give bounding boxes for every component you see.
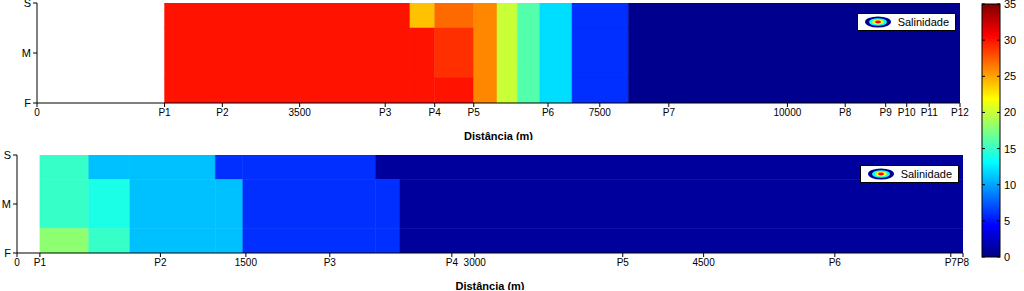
svg-text:3000: 3000 bbox=[464, 257, 487, 268]
svg-text:S: S bbox=[24, 0, 31, 9]
svg-text:F: F bbox=[24, 97, 31, 109]
html-text:Salinidade: Salinidade bbox=[897, 16, 949, 28]
svg-text:0: 0 bbox=[1004, 251, 1010, 263]
svg-text:25: 25 bbox=[1004, 70, 1016, 82]
svg-text:Distância (m): Distância (m) bbox=[455, 280, 524, 290]
svg-text:7500: 7500 bbox=[589, 107, 612, 118]
svg-text:P1: P1 bbox=[158, 107, 171, 118]
svg-text:4500: 4500 bbox=[692, 257, 715, 268]
svg-text:P5: P5 bbox=[468, 107, 481, 118]
svg-text:P2: P2 bbox=[216, 107, 229, 118]
svg-text:0: 0 bbox=[34, 107, 40, 118]
svg-text:P11: P11 bbox=[921, 107, 938, 118]
html-text:Salinidade: Salinidade bbox=[900, 168, 952, 180]
svg-text:P1: P1 bbox=[34, 257, 47, 268]
svg-text:P8: P8 bbox=[957, 257, 970, 268]
svg-text:5: 5 bbox=[1004, 215, 1010, 227]
svg-text:30: 30 bbox=[1004, 34, 1016, 46]
svg-text:P8: P8 bbox=[839, 107, 852, 118]
svg-text:F: F bbox=[8, 247, 11, 259]
svg-text:P7: P7 bbox=[663, 107, 676, 118]
svg-text:S: S bbox=[8, 150, 11, 161]
svg-text:P7: P7 bbox=[945, 257, 958, 268]
svg-text:1500: 1500 bbox=[235, 257, 258, 268]
svg-text:P5: P5 bbox=[617, 257, 630, 268]
svg-text:M: M bbox=[8, 198, 11, 210]
svg-text:P4: P4 bbox=[446, 257, 459, 268]
svg-text:20: 20 bbox=[1004, 106, 1016, 118]
svg-text:0: 0 bbox=[14, 257, 20, 268]
svg-text:P2: P2 bbox=[154, 257, 167, 268]
svg-text:Distância (m): Distância (m) bbox=[464, 130, 533, 140]
svg-text:P3: P3 bbox=[379, 107, 392, 118]
svg-text:P12: P12 bbox=[951, 107, 969, 118]
svg-text:35: 35 bbox=[1004, 0, 1016, 10]
svg-text:3500: 3500 bbox=[289, 107, 312, 118]
svg-text:10: 10 bbox=[1004, 179, 1016, 191]
svg-text:15: 15 bbox=[1004, 143, 1016, 155]
svg-text:P6: P6 bbox=[829, 257, 842, 268]
svg-text:P4: P4 bbox=[429, 107, 442, 118]
svg-text:P9: P9 bbox=[880, 107, 893, 118]
svg-text:10000: 10000 bbox=[774, 107, 802, 118]
svg-text:P6: P6 bbox=[542, 107, 555, 118]
svg-text:M: M bbox=[22, 47, 31, 59]
svg-text:P10: P10 bbox=[898, 107, 916, 118]
svg-text:P3: P3 bbox=[324, 257, 337, 268]
